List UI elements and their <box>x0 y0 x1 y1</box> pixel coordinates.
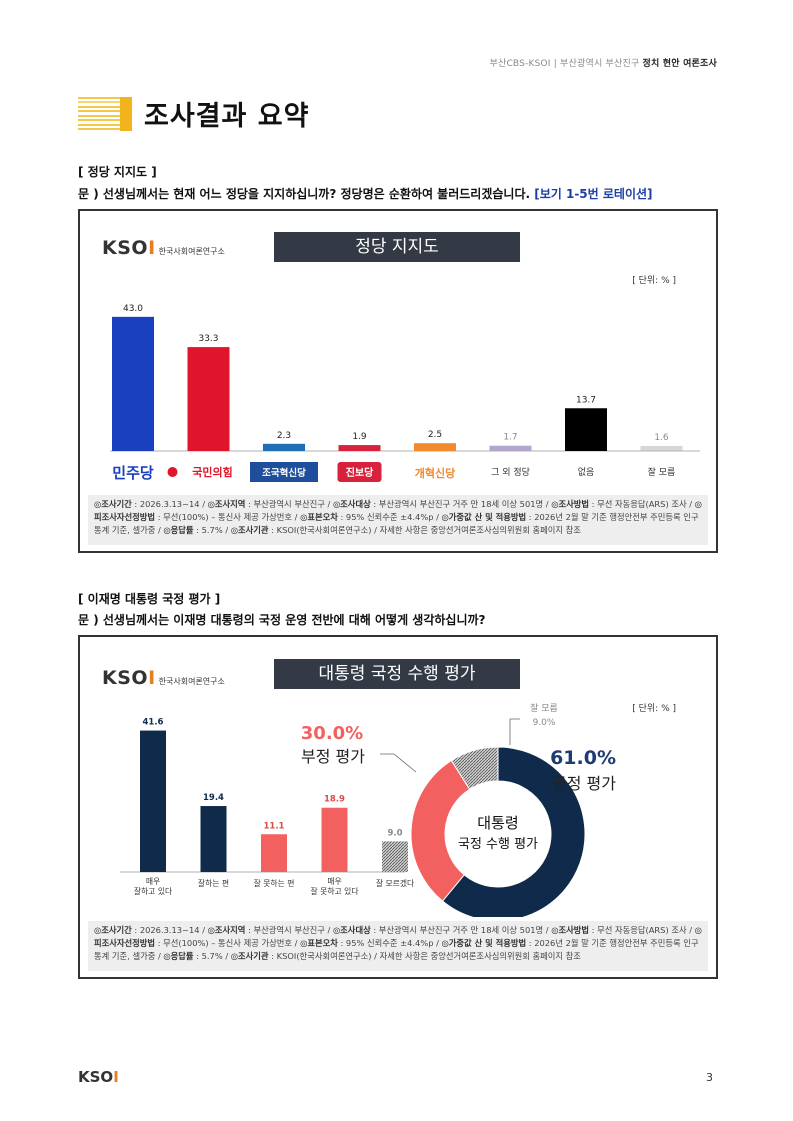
q2-label: [ 이재명 대통령 국정 평가 ] <box>78 592 221 606</box>
bar-7 <box>640 446 683 451</box>
approval-category-label: 잘하고 있다 <box>134 886 172 896</box>
approval-value-label: 19.4 <box>203 793 224 803</box>
approval-value-label: 18.9 <box>324 795 345 805</box>
section-title-text: 조사결과 요약 <box>144 101 310 132</box>
bar-5 <box>489 445 532 451</box>
header-survey: 정치 현안 여론조사 <box>642 59 717 69</box>
bar-value-label: 2.5 <box>428 430 442 440</box>
positive-label: 긍정 평가 <box>552 774 616 793</box>
donut-center-label: 대통령 <box>477 814 518 832</box>
category-label: 그 외 정당 <box>491 466 530 478</box>
bar-3 <box>338 445 381 451</box>
approval-bar-2 <box>261 834 287 872</box>
approval-category-label: 잘 못하고 있다 <box>311 886 359 896</box>
panel2-footnote: ◎조사기간 : 2026.3.13~14 / ◎조사지역 : 부산광역시 부산진… <box>88 921 708 971</box>
approval-bar-1 <box>200 806 227 872</box>
bar-value-label: 1.7 <box>503 433 517 443</box>
jinbo-logo-bg <box>337 462 382 482</box>
category-label: 조국혁신당 <box>262 467 306 479</box>
donut-slice-2 <box>450 746 499 790</box>
title-stripes-decoration <box>78 96 120 131</box>
ksoi-logo: KSOI 한국사회여론연구소 <box>102 237 225 259</box>
approval-value-label: 9.0 <box>387 828 402 838</box>
bar-value-label: 2.3 <box>277 431 291 441</box>
ksoi-logo-sub-2: 한국사회여론연구소 <box>158 677 225 686</box>
bar-6 <box>565 408 607 451</box>
footer-ksoi-logo: KSOI <box>78 1068 119 1086</box>
category-label: 국민의힘 <box>192 465 232 479</box>
panel1-unit: [ 단위: % ] <box>632 276 676 286</box>
panel2-title: 대통령 국정 수행 평가 <box>274 659 520 689</box>
unknown-value-label: 9.0% <box>533 718 556 728</box>
header-org: 부산CBS-KSOI <box>489 59 551 69</box>
unknown-leader-line <box>509 718 520 745</box>
approval-category-label: 잘하는 편 <box>198 878 229 888</box>
bar-value-label: 43.0 <box>123 304 143 314</box>
q2-question: 문 ) 선생님께서는 이재명 대통령의 국정 운영 전반에 대해 어떻게 생각하… <box>78 613 486 627</box>
section-title: 조사결과 요약 <box>78 94 309 133</box>
approval-category-label: 매우 <box>146 877 160 886</box>
header-region: 부산광역시 부산진구 <box>560 59 640 69</box>
q1-question: 문 ) 선생님께서는 현재 어느 정당을 지지하십니까? 정당명은 순환하여 불… <box>78 185 653 202</box>
positive-value-label: 61.0% <box>550 747 616 769</box>
donut-slice-1 <box>410 759 471 902</box>
bar-4 <box>414 443 456 451</box>
bar-1 <box>187 347 230 451</box>
party-support-panel: KSOI 한국사회여론연구소 정당 지지도 [ 단위: % ] 43.0 민주당 3… <box>78 209 718 553</box>
q1-question-note: [보기 1-5번 로테이션] <box>534 187 653 201</box>
donut-slice-0 <box>441 746 586 917</box>
approval-category-label: 매우 <box>327 877 341 886</box>
category-label: 진보당 <box>346 466 374 479</box>
category-label: 민주당 <box>112 464 154 482</box>
approval-bar-4 <box>382 841 408 872</box>
negative-leader-line <box>380 753 417 773</box>
panel1-footnote: ◎조사기간 : 2026.3.13~14 / ◎조사지역 : 부산광역시 부산진… <box>88 495 708 545</box>
category-label: 개혁신당 <box>415 466 455 480</box>
q1-question-text: 문 ) 선생님께서는 현재 어느 정당을 지지하십니까? 정당명은 순환하여 불… <box>78 187 531 201</box>
page-number: 3 <box>706 1071 713 1084</box>
ksoi-logo-sub: 한국사회여론연구소 <box>158 247 225 256</box>
ppp-logo-icon <box>167 467 178 477</box>
category-label: 잘 모름 <box>648 466 676 478</box>
donut-center-label: 국정 수행 평가 <box>458 836 538 852</box>
approval-value-label: 41.6 <box>143 718 164 728</box>
ksoi-logo-2: KSOI 한국사회여론연구소 <box>102 667 225 689</box>
approval-category-label: 잘 모르겠다 <box>376 878 414 888</box>
panel2-unit: [ 단위: % ] <box>632 704 676 714</box>
bar-2 <box>263 443 305 451</box>
bar-0 <box>112 316 154 451</box>
approval-bar-0 <box>140 730 166 872</box>
negative-value-label: 30.0% <box>301 723 363 744</box>
bar-value-label: 13.7 <box>576 395 596 405</box>
page-header: 부산CBS-KSOI | 부산광역시 부산진구 정치 현안 여론조사 <box>489 59 717 69</box>
bar-value-label: 33.3 <box>198 334 218 344</box>
panel1-title: 정당 지지도 <box>274 232 520 262</box>
q1-label: [ 정당 지지도 ] <box>78 165 157 179</box>
ksoi-logo-text-2: KSOI <box>102 667 156 689</box>
party-support-chart: 43.0 민주당 33.3 국민의힘 2.3 조국혁신당 1.9 진보당 2.5 개혁신당 1.7 그… <box>110 304 700 482</box>
rebuilding-logo-bg <box>250 462 318 482</box>
approval-bar-3 <box>321 807 348 872</box>
ksoi-logo-text: KSOI <box>102 237 156 259</box>
presidential-approval-panel: KSOI 한국사회여론연구소 대통령 국정 수행 평가 [ 단위: % ] 41… <box>78 635 718 979</box>
bar-value-label: 1.9 <box>352 432 367 442</box>
unknown-label: 잘 모름 <box>530 702 558 714</box>
bar-value-label: 1.6 <box>654 433 669 443</box>
approval-category-label: 잘 못하는 편 <box>254 878 295 888</box>
approval-value-label: 11.1 <box>264 821 285 831</box>
title-block-decoration <box>120 96 132 131</box>
negative-label: 부정 평가 <box>301 747 365 766</box>
category-label: 없음 <box>578 467 595 478</box>
